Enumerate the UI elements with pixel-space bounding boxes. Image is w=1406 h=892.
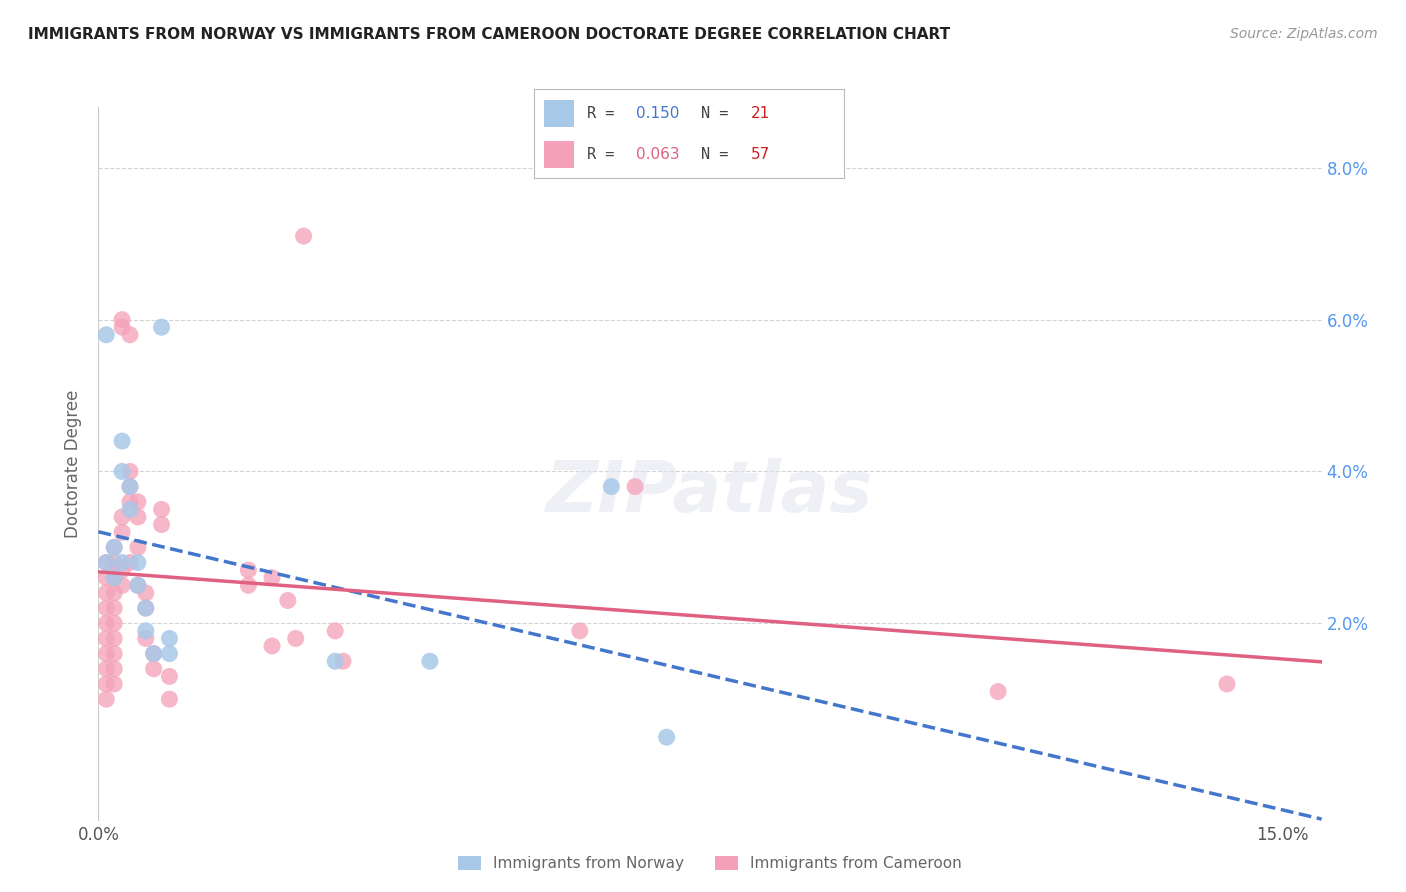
Point <box>135 632 157 646</box>
Text: N =: N = <box>702 106 738 120</box>
Point <box>118 556 141 570</box>
Point <box>103 556 125 570</box>
Point <box>238 578 260 592</box>
FancyBboxPatch shape <box>544 141 575 168</box>
Point <box>135 624 157 638</box>
Point <box>150 320 173 334</box>
Point <box>103 541 125 555</box>
Point <box>332 654 354 668</box>
Text: 0.063: 0.063 <box>637 147 681 161</box>
FancyBboxPatch shape <box>544 100 575 127</box>
Point <box>111 556 134 570</box>
Point <box>111 510 134 524</box>
Point <box>568 624 591 638</box>
Legend: Immigrants from Norway, Immigrants from Cameroon: Immigrants from Norway, Immigrants from … <box>453 850 967 877</box>
Point <box>277 593 299 607</box>
Text: ZIPatlas: ZIPatlas <box>547 458 873 527</box>
Point <box>135 601 157 615</box>
Point <box>118 480 141 494</box>
Point <box>987 684 1010 698</box>
Point <box>96 692 118 706</box>
Point <box>96 632 118 646</box>
Point <box>103 662 125 676</box>
Point <box>150 517 173 532</box>
Point <box>127 495 149 509</box>
Point <box>103 647 125 661</box>
Point <box>135 586 157 600</box>
Point <box>111 320 134 334</box>
Point <box>103 677 125 691</box>
Point <box>103 616 125 631</box>
Point <box>323 654 346 668</box>
Point <box>127 556 149 570</box>
Point <box>96 601 118 615</box>
Point <box>260 639 283 653</box>
Point <box>96 647 118 661</box>
Point <box>655 730 678 744</box>
Point <box>127 510 149 524</box>
Point <box>292 229 315 244</box>
Point <box>111 312 134 326</box>
Text: 0.150: 0.150 <box>637 106 679 120</box>
Point <box>284 632 307 646</box>
Point <box>96 662 118 676</box>
Point <box>127 541 149 555</box>
Point <box>260 571 283 585</box>
Point <box>419 654 441 668</box>
Point <box>135 601 157 615</box>
Point <box>159 669 181 683</box>
Point <box>96 616 118 631</box>
Point <box>142 647 165 661</box>
Point <box>96 327 118 342</box>
Point <box>111 578 134 592</box>
Point <box>118 465 141 479</box>
Point <box>96 571 118 585</box>
Point <box>111 465 134 479</box>
Text: R =: R = <box>586 147 623 161</box>
Point <box>118 327 141 342</box>
Text: 21: 21 <box>751 106 770 120</box>
Point <box>111 563 134 577</box>
Point <box>600 480 623 494</box>
Text: N =: N = <box>702 147 738 161</box>
Point <box>111 525 134 540</box>
Point <box>150 502 173 516</box>
Point <box>142 647 165 661</box>
Point <box>96 556 118 570</box>
Point <box>96 586 118 600</box>
Point <box>238 563 260 577</box>
Point <box>118 480 141 494</box>
Text: 57: 57 <box>751 147 770 161</box>
Text: R =: R = <box>586 106 623 120</box>
Point <box>111 434 134 448</box>
Y-axis label: Doctorate Degree: Doctorate Degree <box>65 390 83 538</box>
Point <box>118 495 141 509</box>
Point <box>127 578 149 592</box>
Point <box>103 571 125 585</box>
Point <box>118 502 141 516</box>
Point <box>624 480 647 494</box>
Text: Source: ZipAtlas.com: Source: ZipAtlas.com <box>1230 27 1378 41</box>
Point <box>103 586 125 600</box>
Point <box>96 677 118 691</box>
Point <box>103 541 125 555</box>
Point <box>159 632 181 646</box>
Point <box>127 578 149 592</box>
Point <box>103 601 125 615</box>
Text: IMMIGRANTS FROM NORWAY VS IMMIGRANTS FROM CAMEROON DOCTORATE DEGREE CORRELATION : IMMIGRANTS FROM NORWAY VS IMMIGRANTS FRO… <box>28 27 950 42</box>
Point <box>142 662 165 676</box>
Point <box>96 556 118 570</box>
Point <box>159 647 181 661</box>
Point <box>103 632 125 646</box>
Point <box>103 571 125 585</box>
Point <box>1216 677 1239 691</box>
Point <box>323 624 346 638</box>
Point <box>159 692 181 706</box>
